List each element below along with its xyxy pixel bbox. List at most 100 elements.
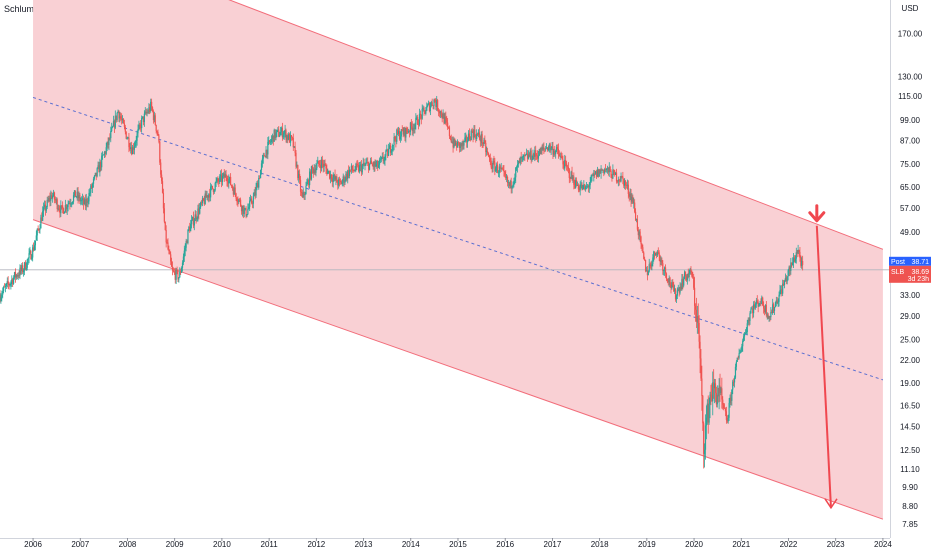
candle-body xyxy=(355,163,357,171)
candle-body xyxy=(607,167,609,173)
candle-body xyxy=(142,116,145,123)
candle-body xyxy=(576,185,579,186)
candle-body xyxy=(539,149,541,155)
candle-body xyxy=(292,137,294,148)
candle-body xyxy=(282,134,284,138)
candle-body xyxy=(367,162,369,163)
y-axis[interactable]: 170.00 130.00 115.00 99.00 87.00 75.00 65.00 57… xyxy=(898,30,923,530)
candle-body xyxy=(701,378,703,396)
candle-body xyxy=(263,154,265,157)
candle-body xyxy=(685,276,688,281)
candle-body xyxy=(792,262,794,266)
candle-body xyxy=(699,341,701,359)
candle-body xyxy=(653,251,655,258)
candle-body xyxy=(46,199,48,208)
candle-body xyxy=(698,322,700,342)
candle-body xyxy=(681,278,683,290)
candle-body xyxy=(60,205,62,214)
candle-body xyxy=(694,305,697,310)
candle-body xyxy=(116,112,118,121)
y-tick-label: 75.00 xyxy=(900,160,921,169)
candle-body xyxy=(115,115,117,121)
candle-body xyxy=(728,402,730,418)
candle-body xyxy=(329,174,332,179)
candle-body xyxy=(706,403,708,418)
candle-body xyxy=(102,155,104,156)
candle-body xyxy=(32,247,34,258)
candle-body xyxy=(387,149,389,157)
candle-body xyxy=(275,132,277,138)
candle-body xyxy=(180,271,182,273)
candle-body xyxy=(678,288,680,293)
candle-body xyxy=(38,229,40,230)
candle-body xyxy=(375,164,377,167)
candle-body xyxy=(486,151,489,154)
candle-body xyxy=(377,161,379,168)
candle-body xyxy=(153,115,155,121)
candle-body xyxy=(396,129,398,142)
candle-body xyxy=(62,205,64,209)
candle-body xyxy=(337,182,339,186)
candle-body xyxy=(618,179,620,181)
candle-body xyxy=(578,189,580,191)
plot-area[interactable] xyxy=(0,0,890,520)
candle-body xyxy=(244,208,246,210)
candle-body xyxy=(395,139,397,142)
candle-body xyxy=(241,205,244,212)
candle-body xyxy=(801,261,803,266)
candle-body xyxy=(417,124,420,126)
candle-body xyxy=(16,274,18,277)
candle-body xyxy=(761,297,763,304)
candle-body xyxy=(793,257,796,262)
candle-body xyxy=(353,170,355,172)
candle-body xyxy=(274,129,276,138)
candle-body xyxy=(132,147,135,150)
candle-body xyxy=(716,394,718,405)
candle-body xyxy=(381,156,383,158)
candle-body xyxy=(374,162,376,167)
candle-body xyxy=(75,196,77,197)
candle-body xyxy=(658,252,660,256)
x-tick-label: 2020 xyxy=(685,540,703,549)
candle-body xyxy=(673,285,675,292)
candle-body xyxy=(205,193,207,198)
candle-body xyxy=(317,160,319,164)
candle-body xyxy=(62,208,65,214)
candle-body xyxy=(451,141,453,143)
candle-body xyxy=(408,131,411,132)
candle-body xyxy=(71,203,73,204)
candle-body xyxy=(510,181,512,189)
candle-body xyxy=(556,147,559,149)
candle-body xyxy=(246,214,248,217)
candle-body xyxy=(161,174,163,182)
candle-body xyxy=(691,271,693,277)
candle-body xyxy=(301,192,303,198)
candle-body xyxy=(743,333,746,337)
candle-body xyxy=(406,128,408,132)
x-tick-label: 2010 xyxy=(213,540,231,549)
candle-body xyxy=(79,195,81,202)
candle-body xyxy=(783,280,786,286)
candle-body xyxy=(708,403,710,423)
candle-body xyxy=(645,270,648,272)
candle-body xyxy=(433,99,435,106)
candle-body xyxy=(562,159,564,165)
candle-body xyxy=(419,113,421,115)
candle-body xyxy=(378,164,380,168)
candle-body xyxy=(93,175,96,179)
candle-body xyxy=(753,304,756,308)
candle-body xyxy=(427,104,429,107)
candle-body xyxy=(107,141,109,145)
candle-body xyxy=(689,269,691,274)
candle-body xyxy=(368,163,371,170)
candle-body xyxy=(659,255,661,262)
x-axis[interactable]: 2006 2007 2008 2009 2010 2011 2012 2013 2014 2015… xyxy=(24,538,892,549)
candle-body xyxy=(229,176,231,180)
candle-body xyxy=(752,308,754,314)
candle-body xyxy=(650,264,652,267)
candle-body xyxy=(383,160,385,162)
candle-body xyxy=(64,205,66,212)
candle-body xyxy=(61,205,63,206)
candle-body xyxy=(482,143,484,144)
